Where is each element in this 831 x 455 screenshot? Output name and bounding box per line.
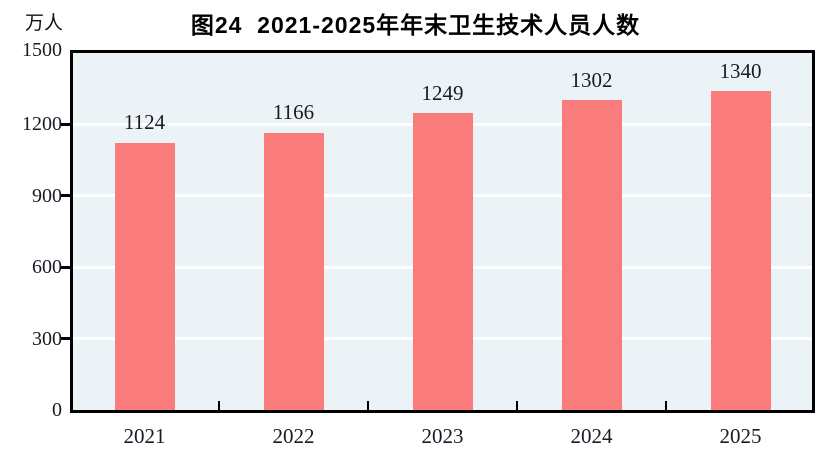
x-axis-tick	[367, 401, 369, 410]
y-axis-tick-label: 1200	[22, 113, 62, 136]
y-axis-tick-label: 900	[32, 184, 62, 207]
x-axis-tick	[665, 401, 667, 410]
x-axis-label-2023: 2023	[421, 424, 464, 448]
x-axis-label-2021: 2021	[123, 424, 166, 448]
bar-value-label: 1166	[272, 100, 315, 125]
y-axis-tick-label: 300	[32, 327, 62, 350]
y-axis-tick-label: 0	[52, 399, 62, 421]
bar-value-label: 1124	[123, 110, 166, 135]
x-axis-tick	[218, 401, 220, 410]
x-axis-label-2024: 2024	[570, 424, 613, 448]
y-axis-tick	[60, 194, 70, 198]
chart-title: 图24 2021-2025年年末卫生技术人员人数	[190, 12, 641, 38]
y-axis-tick	[60, 265, 70, 269]
y-axis-tick	[60, 337, 70, 341]
y-axis-tick-label: 600	[32, 256, 62, 279]
plot-area	[70, 50, 815, 413]
x-axis-tick	[516, 401, 518, 410]
y-axis-unit-label: 万人	[24, 13, 63, 34]
bar-2024	[561, 100, 622, 410]
bar-2022	[263, 132, 324, 410]
bar-2025	[710, 91, 771, 410]
bar-2021	[114, 142, 175, 410]
y-axis-tick	[60, 122, 70, 126]
y-axis-tick-label: 1500	[22, 39, 62, 61]
x-axis-label-2025: 2025	[719, 424, 762, 448]
bar-value-label: 1249	[421, 80, 464, 105]
bar-value-label: 1340	[719, 59, 762, 84]
x-axis-label-2022: 2022	[272, 424, 315, 448]
bar-value-label: 1302	[570, 68, 613, 93]
bar-2023	[412, 112, 473, 410]
